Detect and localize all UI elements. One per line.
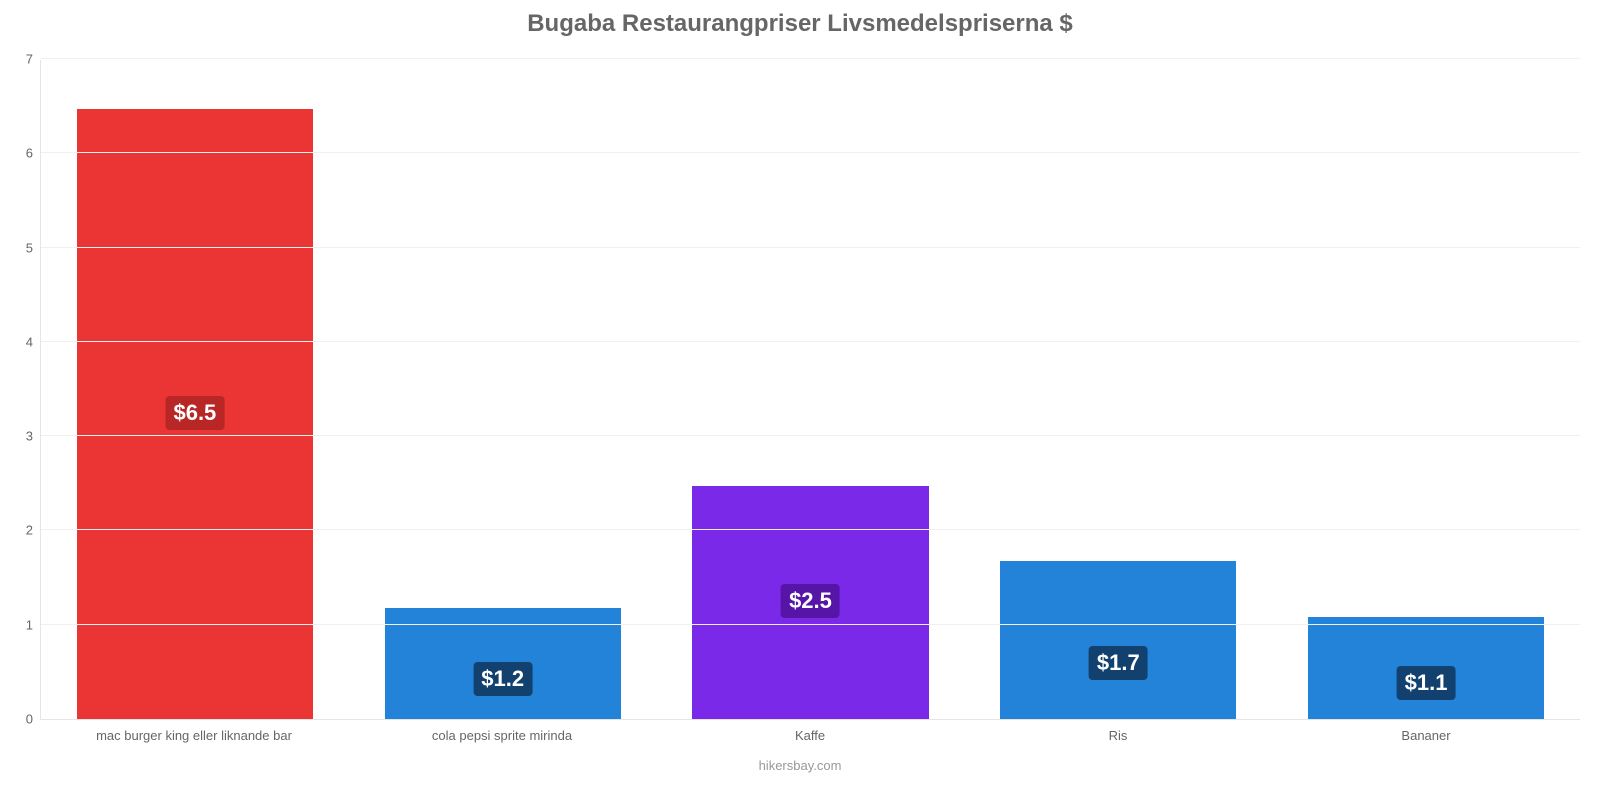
y-tick-label: 1 bbox=[26, 617, 41, 632]
bar: $1.7 bbox=[998, 559, 1238, 719]
value-badge: $1.1 bbox=[1397, 666, 1456, 700]
bar-slot: $1.1 bbox=[1272, 60, 1580, 719]
bar-slot: $2.5 bbox=[657, 60, 965, 719]
y-tick-label: 6 bbox=[26, 146, 41, 161]
value-badge: $1.2 bbox=[473, 662, 532, 696]
gridline bbox=[41, 341, 1580, 342]
x-axis-labels: mac burger king eller liknande barcola p… bbox=[40, 728, 1580, 743]
bars-container: $6.5 $1.2 $2.5 $1.7 $1.1 bbox=[41, 60, 1580, 719]
plot-area: $6.5$1.2$2.5$1.7$1.1 01234567 bbox=[40, 60, 1580, 720]
y-tick-label: 2 bbox=[26, 523, 41, 538]
bar: $6.5 bbox=[75, 107, 315, 719]
y-tick-label: 5 bbox=[26, 240, 41, 255]
price-bar-chart: Bugaba Restaurangpriser Livsmedelspriser… bbox=[0, 0, 1600, 800]
gridline bbox=[41, 247, 1580, 248]
gridline bbox=[41, 58, 1580, 59]
y-tick-label: 0 bbox=[26, 712, 41, 727]
value-badge: $2.5 bbox=[781, 584, 840, 618]
bar: $1.1 bbox=[1306, 615, 1546, 719]
value-badge: $1.7 bbox=[1089, 646, 1148, 680]
bar-slot: $1.7 bbox=[964, 60, 1272, 719]
bar-slot: $1.2 bbox=[349, 60, 657, 719]
x-axis-label: mac burger king eller liknande bar bbox=[40, 728, 348, 743]
x-axis-label: Ris bbox=[964, 728, 1272, 743]
value-badge: $6.5 bbox=[165, 396, 224, 430]
x-axis-label: Bananer bbox=[1272, 728, 1580, 743]
gridline bbox=[41, 529, 1580, 530]
x-axis-label: Kaffe bbox=[656, 728, 964, 743]
bar: $2.5 bbox=[690, 484, 930, 719]
gridline bbox=[41, 435, 1580, 436]
chart-title: Bugaba Restaurangpriser Livsmedelspriser… bbox=[0, 0, 1600, 38]
gridline bbox=[41, 152, 1580, 153]
x-axis-label: cola pepsi sprite mirinda bbox=[348, 728, 656, 743]
gridline bbox=[41, 624, 1580, 625]
y-tick-label: 3 bbox=[26, 429, 41, 444]
chart-footer: hikersbay.com bbox=[0, 758, 1600, 773]
bar-slot: $6.5 bbox=[41, 60, 349, 719]
y-tick-label: 7 bbox=[26, 52, 41, 67]
y-tick-label: 4 bbox=[26, 334, 41, 349]
